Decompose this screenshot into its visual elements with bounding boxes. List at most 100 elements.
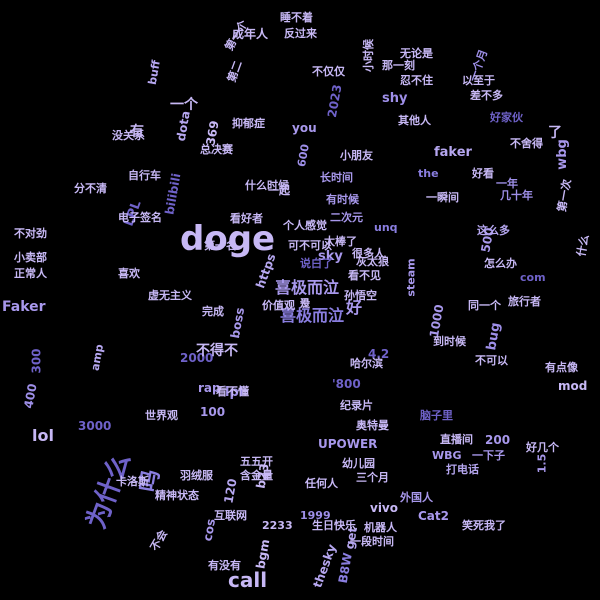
cloud-word: 打电话: [446, 463, 479, 476]
cloud-word: 3000: [78, 419, 112, 433]
cloud-word: bgm: [253, 538, 273, 570]
cloud-word: 哈尔滨: [350, 357, 383, 370]
cloud-word: 价值观: [262, 299, 295, 312]
cloud-word: 精神状态: [155, 489, 199, 502]
cloud-word: 不舍得: [510, 137, 543, 150]
cloud-word: Faker: [2, 299, 46, 315]
cloud-word: 差不多: [470, 89, 503, 102]
cloud-word: 太棒了: [324, 235, 357, 248]
cloud-word: 有时候: [326, 193, 359, 206]
cloud-word: 几十年: [500, 189, 533, 202]
cloud-word: 自行车: [128, 169, 161, 182]
cloud-word: 那一刻: [382, 59, 415, 72]
cloud-word: 其他人: [398, 114, 431, 127]
cloud-word: 1.5: [535, 453, 549, 474]
cloud-word: 120: [221, 477, 240, 505]
cloud-word: 好家伙: [490, 111, 523, 124]
cloud-word: 了: [548, 125, 562, 141]
cloud-word: shy: [382, 91, 408, 106]
cloud-word: the: [418, 167, 439, 180]
cloud-word: 什么时候: [245, 179, 289, 192]
cloud-word: Cat2: [418, 509, 449, 523]
cloud-word: 不会: [147, 527, 171, 554]
cloud-word: 忍不住: [400, 74, 433, 87]
cloud-word: '800: [332, 377, 361, 391]
cloud-word: 不得不: [196, 343, 238, 359]
cloud-word: 喜极而泣: [275, 278, 340, 297]
cloud-word: bilibili: [162, 172, 184, 216]
cloud-word: 怎么办: [484, 257, 517, 270]
cloud-word: 正常人: [14, 267, 47, 280]
cloud-word: 电子签名: [118, 211, 162, 224]
cloud-word: wbg: [554, 139, 570, 170]
cloud-word: 奥特曼: [356, 419, 389, 432]
cloud-word: 笑死我了: [462, 519, 506, 532]
cloud-word: buff: [145, 59, 163, 86]
cloud-word: 很多人: [352, 247, 385, 260]
cloud-word: 五五开: [240, 455, 273, 468]
cloud-word: 孙悟空: [344, 289, 377, 302]
cloud-word: dota: [173, 109, 193, 143]
cloud-word: 灰太狼: [356, 255, 389, 268]
cloud-word: rap: [198, 381, 221, 395]
cloud-word: 什么: [574, 233, 592, 258]
cloud-word: sky: [318, 249, 343, 264]
cloud-word: call: [228, 568, 268, 592]
cloud-word: 个人感觉: [283, 219, 327, 232]
cloud-word: lol: [32, 426, 54, 445]
cloud-word: B8W: [335, 551, 355, 585]
cloud-word: 完成: [202, 305, 224, 318]
cloud-word: 2023: [324, 83, 345, 119]
cloud-word: 为什么: [81, 449, 137, 533]
cloud-word: mod: [558, 379, 588, 393]
cloud-word: 没关系: [112, 129, 145, 142]
cloud-word: vivo: [370, 501, 399, 515]
cloud-word: 好: [346, 298, 363, 317]
cloud-word: 同一个: [468, 299, 501, 312]
cloud-word: 小卖部: [14, 251, 47, 264]
cloud-word: 第一次: [555, 178, 574, 213]
cloud-word: 小朋友: [340, 149, 373, 162]
cloud-word: 任何人: [305, 477, 338, 490]
cloud-word: 幼儿园: [342, 457, 375, 470]
cloud-word: 好几个: [526, 441, 559, 454]
cloud-word: 纪录片: [340, 399, 373, 412]
cloud-word: 200: [485, 433, 511, 447]
cloud-word: 1000: [426, 303, 447, 339]
cloud-word: 一个: [170, 97, 198, 113]
cloud-word: 卡洛斯: [116, 475, 149, 488]
cloud-word: amp: [88, 343, 107, 372]
cloud-word: 没: [300, 299, 310, 310]
cloud-word: 是: [300, 299, 310, 310]
cloud-word: 含金量: [240, 469, 273, 482]
cloud-word: doge: [180, 219, 276, 259]
cloud-word: 外国人: [400, 491, 433, 504]
cloud-word: 第一名: [204, 239, 237, 252]
cloud-word: 生日快乐: [312, 519, 356, 532]
cloud-word: 喜欢: [118, 267, 140, 280]
cloud-word: 羽绒服: [180, 469, 213, 482]
cloud-word: 世界观: [145, 409, 178, 422]
cloud-word: thesky: [310, 542, 340, 590]
cloud-word: faker: [434, 145, 472, 160]
cloud-word: 互联网: [214, 509, 247, 522]
cloud-word: 脑子里: [420, 409, 453, 422]
cloud-word: 分不清: [74, 182, 107, 195]
cloud-word: 有: [130, 124, 144, 140]
cloud-word: 不可以: [475, 354, 508, 367]
cloud-word: 到时候: [433, 335, 466, 348]
cloud-word: WBG: [432, 449, 462, 462]
cloud-word: 不仅仅: [312, 65, 345, 78]
cloud-word: 这么多: [477, 224, 510, 237]
cloud-word: 喜极而泣: [280, 306, 345, 325]
cloud-word: 一瞬间: [426, 191, 459, 204]
cloud-word: 看不见: [348, 269, 381, 282]
cloud-word: 有点像: [545, 361, 578, 374]
cloud-word: 一下子: [472, 449, 505, 462]
cloud-word: 100: [200, 405, 226, 419]
cloud-word: 反过来: [284, 27, 317, 40]
cloud-word: 300: [29, 348, 44, 374]
cloud-word: 睡不着: [280, 11, 313, 24]
cloud-word: bug: [484, 321, 504, 352]
